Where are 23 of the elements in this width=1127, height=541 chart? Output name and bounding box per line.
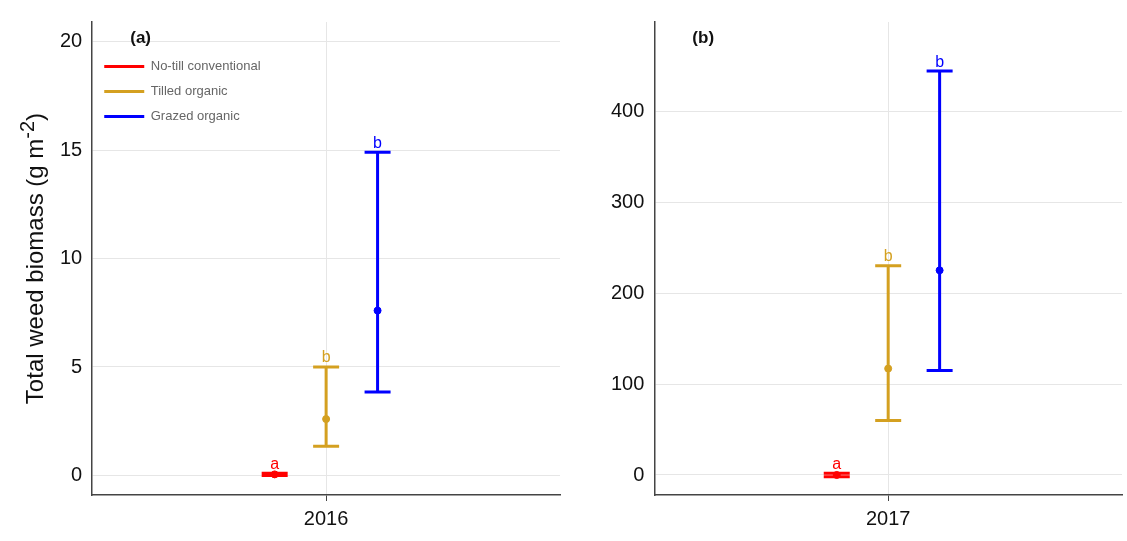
legend-label: Grazed organic	[150, 108, 241, 124]
y-tick-label: 0	[71, 462, 83, 485]
y-tick-label: 5	[71, 354, 83, 377]
y-tick-label: 200	[610, 280, 645, 303]
y-tick-label: 400	[610, 98, 645, 121]
annotation: a	[270, 454, 280, 472]
y-tick-label: 20	[60, 29, 83, 52]
annotation: b	[321, 348, 331, 366]
legend-label: No-till conventional	[150, 58, 261, 74]
y-tick-label: 300	[610, 189, 645, 212]
annotation: (a)	[130, 28, 152, 48]
y-tick-label: 100	[610, 371, 645, 394]
y-tick-label: 15	[60, 137, 83, 160]
legend-label: Tilled organic	[150, 83, 229, 99]
y-tick-label: 10	[60, 246, 83, 269]
annotation: b	[935, 52, 945, 70]
annotation: b	[373, 133, 383, 151]
annotation: b	[883, 247, 893, 265]
y-tick-label: 0	[633, 462, 645, 485]
x-tick-label: 2017	[865, 506, 911, 529]
annotation: a	[832, 454, 842, 472]
annotation: (b)	[692, 28, 715, 48]
x-tick-label: 2016	[303, 506, 349, 529]
